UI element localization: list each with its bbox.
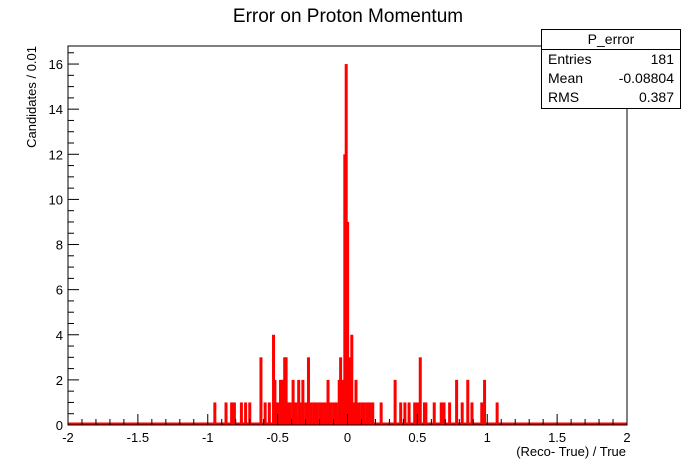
histogram-bar [230,402,234,425]
histogram-bar [466,379,470,425]
histogram-bar [413,402,417,425]
histogram-bar [284,357,288,425]
x-axis-label: (Reco- True) / True [516,444,626,459]
y-tick-label: 14 [49,102,63,117]
y-axis-ticks: 0 2 4 6 8 10 12 14 16 [49,52,79,433]
stats-row-mean: Mean -0.08804 [542,69,680,88]
histogram-bar [354,379,358,425]
histogram-bar [360,402,364,425]
histogram-bar [288,402,292,425]
x-tick-label: -2 [62,430,74,445]
histogram-bars [68,64,627,426]
histogram-bar [379,402,383,425]
histogram-bar [495,402,499,425]
x-tick-label: 0.5 [408,430,426,445]
histogram-bar [351,402,355,425]
x-tick-label: -0.5 [266,430,288,445]
histogram-bar [470,402,474,425]
histogram-bar [329,402,333,425]
histogram-bar [239,402,243,425]
histogram-bar [323,402,327,425]
histogram-bar [399,402,403,425]
histogram-bar [407,402,411,425]
histogram-bar [339,357,343,425]
x-tick-label: 1.5 [548,430,566,445]
histogram-bar [259,357,263,425]
histogram-bar [224,402,228,425]
histogram-bar [334,402,338,425]
histogram-bar [350,334,354,425]
histogram-bar [418,357,422,425]
histogram-bar [276,402,280,425]
stats-entries-label: Entries [548,51,592,67]
x-tick-label: -1.5 [127,430,149,445]
histogram-bar [263,402,267,425]
y-tick-label: 0 [56,418,63,433]
x-tick-label: -1 [202,430,214,445]
histogram-bar [432,402,436,425]
stats-mean-label: Mean [548,70,584,86]
stats-mean-value: -0.08804 [618,70,674,86]
histogram-bar [297,379,301,425]
histogram-bar [318,402,322,425]
stats-rms-value: 0.387 [638,89,674,105]
histogram-bar [460,402,464,425]
histogram-bar [357,402,361,425]
x-axis-ticks: -2 -1.5 -1 -0.5 0 0.5 1 1.5 2 [62,414,631,445]
histogram-bar [455,379,459,425]
y-tick-label: 10 [49,192,63,207]
stats-box-title: P_error [542,30,680,50]
histogram-bar [439,402,443,425]
histogram-bar [403,402,407,425]
y-tick-label: 4 [56,328,63,343]
histogram-bar [365,402,369,425]
x-tick-label: 1 [484,430,491,445]
y-tick-label: 8 [56,238,63,253]
histogram-bar [309,402,313,425]
histogram-bar [267,402,271,425]
histogram-bar [368,402,372,425]
histogram-bar [320,402,324,425]
stats-row-rms: RMS 0.387 [542,88,680,107]
histogram-bar [326,379,330,425]
histogram-bar [232,402,236,425]
histogram-bar [332,402,336,425]
y-tick-label: 6 [56,283,63,298]
histogram-bar [301,379,305,425]
histogram-bar [483,379,487,425]
histogram-bar [480,402,484,425]
histogram-bar [291,379,295,425]
y-tick-label: 16 [49,57,63,72]
histogram-bar [415,402,419,425]
histogram-bar [315,402,319,425]
histogram-bar [346,221,350,425]
stats-box: P_error Entries 181 Mean -0.08804 RMS 0.… [541,29,681,109]
histogram-bar [393,379,397,425]
histogram-bar [294,402,298,425]
y-tick-label: 2 [56,373,63,388]
histogram-bar [442,402,446,425]
stats-rms-label: RMS [548,89,580,105]
histogram-bar [213,402,217,425]
histogram-bar [304,402,308,425]
histogram-bar [424,402,428,425]
histogram-bar [244,402,248,425]
histogram-bar [306,357,310,425]
histogram-bar [248,402,252,425]
histogram-bar [312,402,316,425]
y-axis-label: Candidates / 0.01 [24,46,39,148]
histogram-bar [448,402,452,425]
y-tick-label: 12 [49,147,63,162]
x-tick-label: 0 [344,430,351,445]
stats-entries-value: 181 [650,51,674,67]
chart-title: Error on Proton Momentum [232,6,464,27]
x-tick-label: 2 [623,430,630,445]
stats-row-entries: Entries 181 [542,50,680,69]
histogram-bar [371,402,375,425]
histogram-bar [362,402,366,425]
